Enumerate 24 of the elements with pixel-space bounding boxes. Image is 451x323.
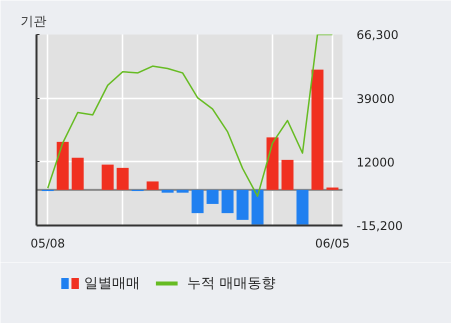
bar	[282, 160, 294, 190]
bar	[266, 137, 279, 190]
legend-label: 일별매매	[84, 276, 140, 292]
legend-label: 누적 매매동향	[187, 276, 276, 292]
line-series	[46, 34, 334, 197]
bar	[192, 190, 204, 214]
x-tick-label: 05/08	[30, 236, 66, 250]
bar	[296, 190, 308, 224]
bar	[102, 164, 114, 190]
y-tick-label: 39000	[356, 92, 395, 106]
bar	[311, 70, 324, 190]
bar	[252, 190, 264, 224]
chart-title: 기관	[20, 14, 46, 30]
bar	[206, 190, 219, 204]
bar	[146, 181, 159, 190]
y-tick-label: 12000	[356, 155, 395, 170]
bar	[56, 142, 69, 190]
y-tick-label: 66,300	[356, 28, 398, 42]
y-tick-label: -15,200	[356, 219, 403, 233]
x-tick-label: 06/05	[315, 236, 350, 250]
bar	[116, 168, 129, 190]
bar	[72, 158, 84, 190]
bar	[222, 190, 234, 214]
bar	[236, 190, 249, 220]
